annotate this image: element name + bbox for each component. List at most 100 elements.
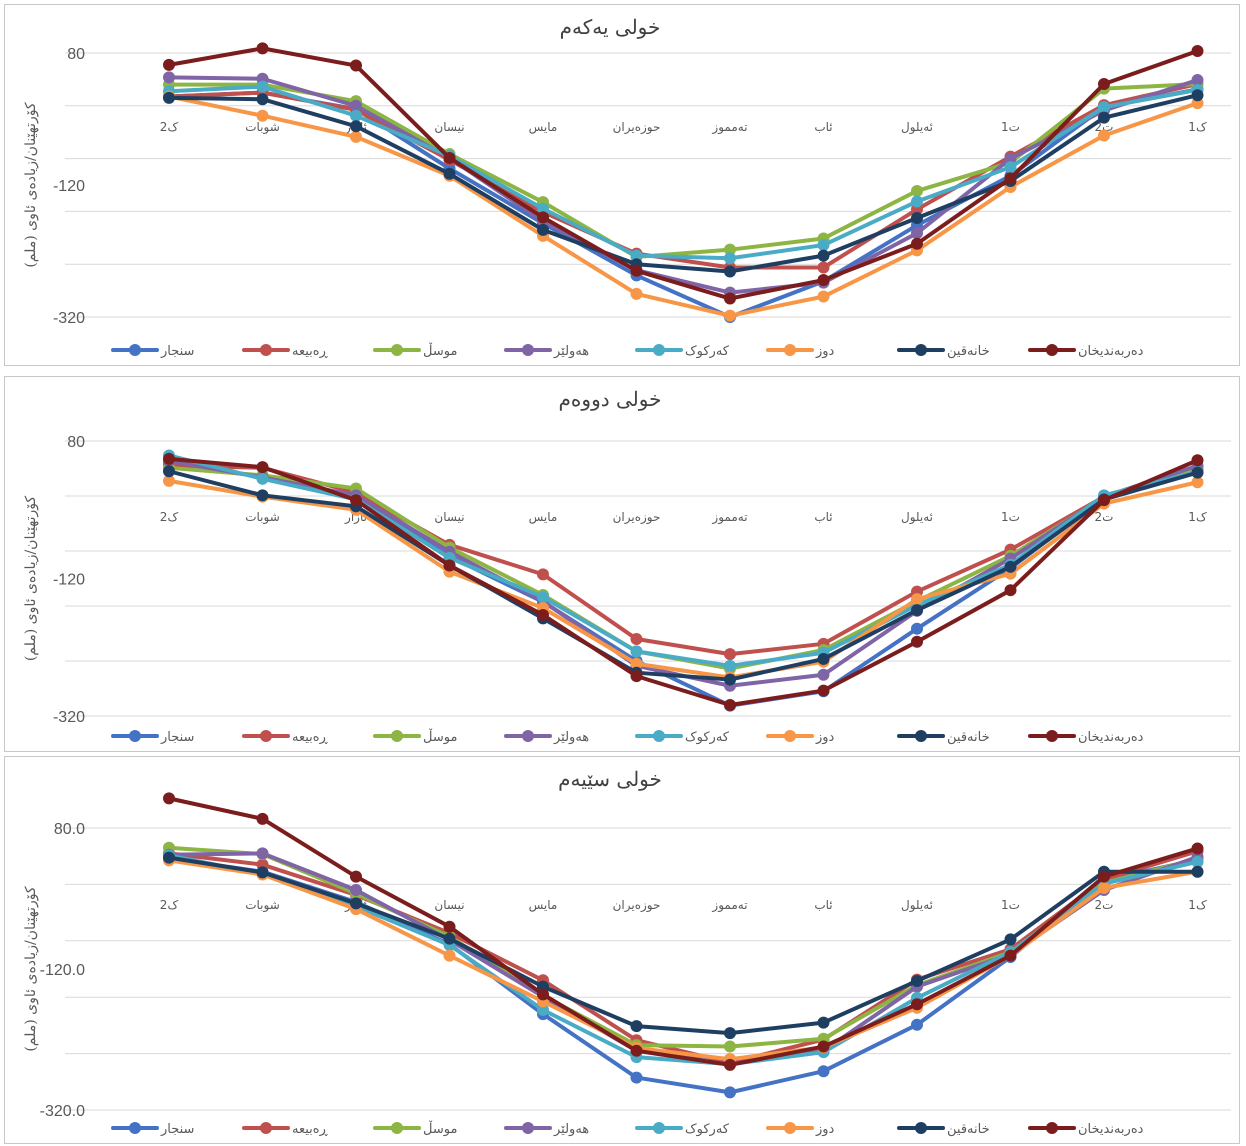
data-point bbox=[630, 1020, 643, 1033]
legend-label: موسڵ bbox=[423, 1120, 457, 1137]
x-tick-label: حوزەیران bbox=[613, 898, 661, 913]
legend: سنجار ڕەبیعە موسڵ هەولێر کەرکوک دوز خانەقین دەر… bbox=[111, 728, 1144, 745]
gridlines bbox=[65, 827, 1231, 1111]
x-tick-label: تەمموز bbox=[711, 120, 747, 135]
data-point bbox=[1191, 454, 1204, 467]
legend: سنجار ڕەبیعە موسڵ هەولێر کەرکوک دوز خانەقین دەر… bbox=[111, 1120, 1144, 1137]
x-tick-label: ئاب bbox=[814, 510, 832, 524]
chart-svg: خولی دووەم 80 -120 -320 کۆرتهێنان/زیادەی ئاو… bbox=[23, 387, 1231, 745]
x-tick-label: ت1 bbox=[1001, 898, 1020, 912]
series-line bbox=[167, 463, 1200, 657]
legend-label: کەرکوک bbox=[685, 730, 730, 745]
data-point bbox=[630, 287, 643, 300]
data-point bbox=[350, 109, 362, 122]
data-point bbox=[630, 249, 643, 262]
data-point bbox=[163, 91, 175, 104]
x-tick-label: ت2 bbox=[1095, 120, 1114, 134]
chart-panel-2: خولی دووەم 80 -120 -320 کۆرتهێنان/زیادەی ئاو… bbox=[4, 376, 1240, 752]
data-point bbox=[537, 568, 549, 581]
legend-label: سنجار bbox=[160, 344, 194, 359]
data-point bbox=[724, 648, 736, 661]
y-tick-label: 80 bbox=[67, 46, 85, 63]
series-line bbox=[167, 855, 1200, 1036]
data-point bbox=[911, 974, 923, 987]
data-point bbox=[911, 622, 923, 635]
legend-marker bbox=[391, 730, 403, 742]
chart-panel-1: خولی یەکەم 80 -120 -320 کۆرتهێنان/زیادەی ئاو… bbox=[4, 4, 1240, 366]
data-point bbox=[537, 211, 549, 224]
data-point bbox=[911, 227, 923, 240]
series-5 bbox=[163, 80, 1204, 265]
data-point bbox=[443, 559, 456, 572]
data-point bbox=[724, 243, 736, 256]
data-point bbox=[724, 252, 736, 265]
data-point bbox=[256, 42, 269, 55]
data-point bbox=[724, 265, 736, 278]
series-8 bbox=[163, 452, 1204, 711]
data-point bbox=[817, 668, 830, 681]
data-point bbox=[1098, 129, 1110, 142]
legend-marker bbox=[129, 344, 141, 356]
legend-label: خانەقین bbox=[947, 344, 990, 359]
x-tick-label: ئەیلول bbox=[901, 510, 933, 525]
series-line bbox=[167, 478, 1200, 680]
data-point bbox=[817, 1065, 830, 1078]
x-tick-label: ت2 bbox=[1095, 898, 1114, 912]
legend-label: دوز bbox=[815, 344, 835, 359]
data-point bbox=[1191, 476, 1204, 489]
data-point bbox=[350, 59, 362, 72]
data-point bbox=[1191, 45, 1204, 58]
data-point bbox=[350, 494, 362, 507]
data-point bbox=[1191, 842, 1204, 855]
x-tick-label: نیسان bbox=[434, 510, 464, 524]
legend-marker bbox=[522, 1122, 534, 1134]
data-point bbox=[911, 593, 923, 606]
data-point bbox=[163, 452, 175, 465]
data-point bbox=[163, 71, 175, 84]
gridlines bbox=[65, 52, 1231, 318]
legend-label: هەولێر bbox=[553, 1122, 589, 1137]
data-point bbox=[911, 195, 923, 208]
data-point bbox=[911, 635, 923, 648]
data-point bbox=[1098, 101, 1110, 114]
data-point bbox=[911, 604, 923, 617]
series-line bbox=[167, 849, 1200, 1065]
x-tick-label: شوبات bbox=[245, 120, 280, 135]
legend-label: دەربەندیخان bbox=[1078, 344, 1144, 359]
data-point bbox=[256, 812, 269, 825]
data-point bbox=[537, 223, 549, 236]
x-tick-label: ت2 bbox=[1095, 510, 1114, 524]
legend-label: ڕەبیعە bbox=[292, 1122, 329, 1137]
data-point bbox=[817, 1016, 830, 1029]
y-tick-label: -320 bbox=[53, 709, 85, 726]
data-point bbox=[1191, 865, 1204, 878]
data-point bbox=[256, 847, 269, 860]
data-point bbox=[724, 1027, 736, 1040]
data-point bbox=[911, 184, 923, 197]
y-axis-label: کۆرتهێنان/زیادەی ئاوی (ملم) bbox=[23, 102, 39, 268]
x-tick-label: مایس bbox=[529, 510, 558, 525]
x-tick-label: مایس bbox=[529, 120, 558, 135]
series-line bbox=[167, 796, 1200, 1067]
x-tick-label: ت1 bbox=[1001, 510, 1020, 524]
data-point bbox=[724, 673, 736, 686]
data-point bbox=[350, 870, 362, 883]
data-point bbox=[817, 239, 830, 252]
data-point bbox=[1004, 933, 1017, 946]
data-point bbox=[256, 489, 269, 502]
y-tick-label: 80.0 bbox=[54, 821, 85, 838]
data-point bbox=[443, 949, 456, 962]
data-point bbox=[256, 80, 269, 93]
series-7 bbox=[163, 465, 1204, 686]
data-point bbox=[1004, 172, 1017, 185]
data-point bbox=[537, 608, 549, 621]
series-line bbox=[167, 458, 1200, 688]
data-point bbox=[1098, 111, 1110, 124]
data-point bbox=[724, 292, 736, 305]
data-point bbox=[630, 1044, 643, 1057]
series-8 bbox=[163, 792, 1204, 1071]
data-point bbox=[443, 151, 456, 164]
legend-marker bbox=[653, 730, 665, 742]
data-point bbox=[817, 652, 830, 665]
data-point bbox=[724, 309, 736, 322]
